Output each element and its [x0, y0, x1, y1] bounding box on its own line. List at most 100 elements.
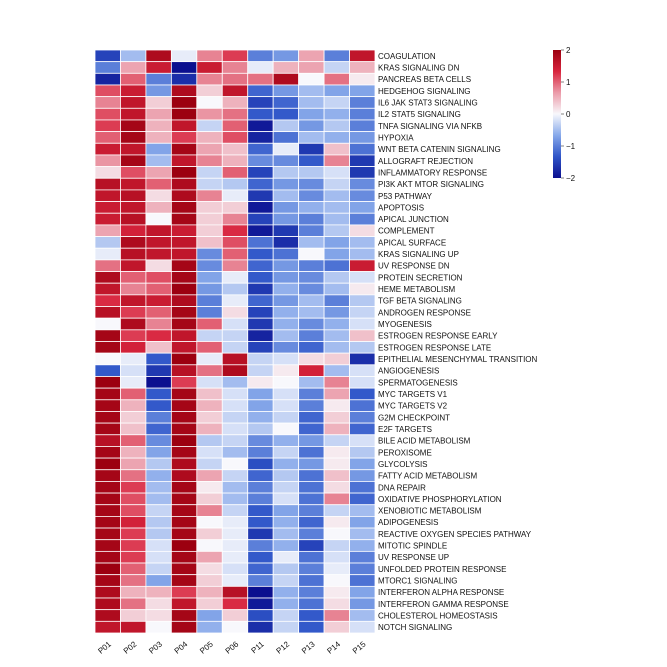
- heatmap-cell: [272, 352, 300, 366]
- heatmap-cell: [120, 341, 147, 354]
- row-label: NOTCH SIGNALING: [378, 623, 452, 632]
- heatmap-cell: [145, 539, 172, 552]
- heatmap-cell: [247, 620, 274, 634]
- heatmap-cell: [272, 61, 300, 74]
- heatmap-cell: [196, 585, 223, 599]
- heatmap-cell: [349, 609, 376, 622]
- heatmap-cell: [349, 131, 376, 144]
- heatmap-cell: [196, 329, 223, 342]
- heatmap-cell: [196, 574, 223, 587]
- heatmap-cell: [349, 72, 376, 86]
- heatmap-cell: [94, 609, 121, 622]
- heatmap-cell: [170, 247, 198, 261]
- row-label: XENOBIOTIC METABOLISM: [378, 507, 482, 516]
- heatmap-cell: [349, 236, 376, 249]
- heatmap-cell: [221, 516, 249, 529]
- heatmap-cell: [170, 609, 198, 622]
- heatmap-cell: [170, 504, 198, 517]
- heatmap-cell: [221, 620, 249, 634]
- heatmap-cell: [94, 341, 121, 354]
- heatmap-cell: [298, 72, 325, 86]
- heatmap-cell: [247, 597, 274, 611]
- heatmap-cell: [170, 411, 198, 424]
- heatmap-cell: [221, 201, 249, 214]
- heatmap-cell: [196, 247, 223, 261]
- heatmap-cell: [221, 166, 249, 179]
- heatmap-cell: [120, 247, 147, 261]
- heatmap-cell: [247, 142, 274, 156]
- heatmap-cell: [145, 516, 172, 529]
- row-label: MTORC1 SIGNALING: [378, 577, 457, 586]
- heatmap-cell: [298, 434, 325, 447]
- heatmap-cell: [145, 574, 172, 587]
- heatmap-cell: [298, 84, 325, 98]
- heatmap-cell: [196, 434, 223, 447]
- heatmap-cell: [323, 539, 350, 552]
- heatmap-cell: [349, 562, 376, 576]
- colorbar-gradient: [553, 50, 561, 178]
- heatmap-cell: [221, 539, 249, 552]
- heatmap-cell: [349, 516, 376, 529]
- heatmap-cell: [221, 574, 249, 587]
- heatmap-cell: [221, 376, 249, 389]
- heatmap-cell: [323, 142, 350, 156]
- heatmap-cell: [196, 550, 223, 564]
- heatmap-cell: [196, 236, 223, 249]
- heatmap-cell: [349, 329, 376, 342]
- heatmap-cell: [94, 259, 121, 272]
- heatmap-cell: [323, 387, 350, 401]
- heatmap-cell: [323, 352, 350, 366]
- column-label: P05: [198, 639, 215, 655]
- heatmap-cell: [323, 84, 350, 98]
- heatmap-cell: [247, 224, 274, 237]
- row-label: E2F TARGETS: [378, 425, 432, 434]
- heatmap-cell: [272, 166, 300, 179]
- heatmap-cell: [196, 457, 223, 471]
- heatmap-cell: [196, 306, 223, 319]
- heatmap-cell: [170, 224, 198, 237]
- heatmap-cell: [298, 387, 325, 401]
- heatmap-cell: [196, 446, 223, 459]
- heatmap-cell: [120, 317, 147, 331]
- heatmap-cell: [323, 201, 350, 214]
- heatmap-cell: [272, 550, 300, 564]
- row-label: ALLOGRAFT REJECTION: [378, 157, 473, 166]
- heatmap-cell: [323, 61, 350, 74]
- heatmap-cell: [221, 387, 249, 401]
- heatmap-cell: [272, 282, 300, 296]
- heatmap-cell: [94, 585, 121, 599]
- row-label: KRAS SIGNALING DN: [378, 63, 460, 72]
- heatmap-cell: [170, 84, 198, 98]
- heatmap-cell: [196, 411, 223, 424]
- heatmap-cell: [323, 550, 350, 564]
- heatmap-cell: [120, 597, 147, 611]
- heatmap-cell: [221, 271, 249, 284]
- heatmap-cell: [120, 306, 147, 319]
- heatmap-cell: [349, 224, 376, 237]
- row-label: BILE ACID METABOLISM: [378, 437, 471, 446]
- heatmap-cell: [94, 539, 121, 552]
- heatmap-cell: [349, 177, 376, 191]
- heatmap-cell: [221, 562, 249, 576]
- heatmap-cell: [170, 212, 198, 226]
- heatmap-cell: [323, 329, 350, 342]
- row-label: INFLAMMATORY RESPONSE: [378, 168, 487, 177]
- row-label: INTERFERON ALPHA RESPONSE: [378, 588, 504, 597]
- row-label: ANDROGEN RESPONSE: [378, 308, 471, 317]
- heatmap-cell: [120, 212, 147, 226]
- heatmap-cell: [170, 306, 198, 319]
- row-label: MYOGENESIS: [378, 320, 432, 329]
- heatmap-cell: [120, 527, 147, 541]
- heatmap-cell: [145, 61, 172, 74]
- heatmap-cell: [170, 177, 198, 191]
- heatmap-cell: [120, 516, 147, 529]
- heatmap-cell: [247, 236, 274, 249]
- heatmap-cell: [298, 492, 325, 506]
- heatmap-cell: [221, 457, 249, 471]
- heatmap-cell: [221, 492, 249, 506]
- heatmap-cell: [298, 107, 325, 121]
- heatmap-cell: [323, 527, 350, 541]
- column-label: P06: [224, 639, 241, 655]
- heatmap-cell: [94, 411, 121, 424]
- heatmap-cell: [272, 271, 300, 284]
